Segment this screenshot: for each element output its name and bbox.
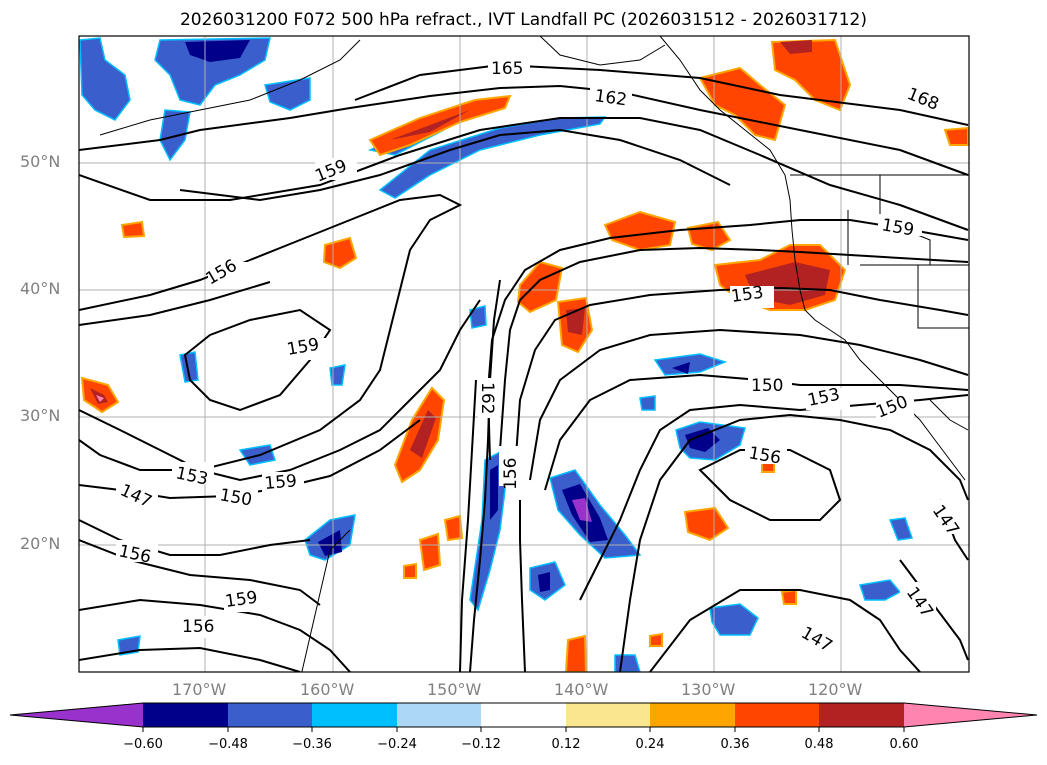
lat-label: 20°N	[20, 534, 61, 553]
contour-label: 156	[501, 458, 521, 490]
colorbar-segment	[143, 703, 228, 727]
lon-label: 160°W	[300, 680, 355, 699]
map-frame	[78, 35, 970, 673]
colorbar-tick-label: −0.36	[292, 737, 332, 752]
lat-label: 30°N	[20, 406, 61, 425]
contour-label: 150	[751, 376, 783, 396]
contour-label: 159	[264, 471, 298, 494]
colorbar-segment	[819, 703, 904, 727]
negative-anomaly-areas	[79, 37, 914, 672]
colorbar-segment	[904, 703, 1037, 727]
contour-label: 162	[593, 86, 628, 110]
positive-anomaly-areas	[80, 38, 969, 672]
colorbar-segment	[481, 703, 566, 727]
colorbar-tick-label: −0.12	[461, 737, 501, 752]
colorbar-tick-label: 0.36	[720, 737, 750, 752]
colorbar-segment	[735, 703, 819, 727]
contour-label: 159	[224, 588, 259, 612]
lon-label: 130°W	[681, 680, 736, 699]
colorbar-tick-label: −0.24	[377, 737, 417, 752]
contour-label: 156	[182, 617, 214, 637]
contour-label: 153	[730, 283, 765, 307]
colorbar-tick-label: −0.48	[208, 737, 248, 752]
colorbar	[9, 702, 1038, 732]
colorbar-tick-label: 0.48	[804, 737, 834, 752]
colorbar-segment	[312, 703, 397, 727]
lon-label: 150°W	[427, 680, 482, 699]
colorbar-segment	[566, 703, 650, 727]
coastlines	[99, 36, 969, 672]
contour-label: 162	[477, 382, 497, 414]
colorbar-tick-label: 0.60	[889, 737, 919, 752]
colorbar-tick-label: 0.24	[635, 737, 665, 752]
contour-label: 165	[491, 59, 523, 79]
colorbar-segment	[228, 703, 312, 727]
colorbar-segment	[650, 703, 735, 727]
lon-label: 170°W	[172, 680, 227, 699]
lat-label: 40°N	[20, 279, 61, 298]
colorbar-segment	[10, 703, 143, 727]
lat-label: 50°N	[20, 152, 61, 171]
colorbar-tick-label: 0.12	[551, 737, 581, 752]
lon-label: 140°W	[554, 680, 609, 699]
colorbar-tick-label: −0.60	[123, 737, 163, 752]
lon-label: 120°W	[808, 680, 863, 699]
map-plot-area: 165 162 168 159 159 156 153 159 162 150 …	[79, 36, 969, 672]
colorbar-segment	[397, 703, 481, 727]
map-title: 2026031200 F072 500 hPa refract., IVT La…	[179, 10, 867, 30]
